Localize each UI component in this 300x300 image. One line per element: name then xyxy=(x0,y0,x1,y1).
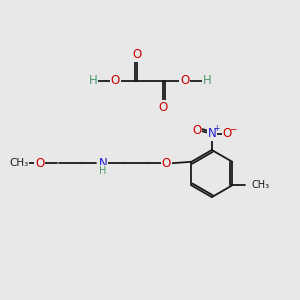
Text: CH₃: CH₃ xyxy=(251,180,269,190)
Text: O: O xyxy=(159,101,168,114)
Text: O: O xyxy=(180,74,189,87)
Text: N: N xyxy=(98,157,107,170)
Text: O: O xyxy=(132,48,141,61)
Text: O: O xyxy=(111,74,120,87)
Text: H: H xyxy=(202,74,211,87)
Text: H: H xyxy=(89,74,98,87)
Text: N: N xyxy=(208,127,216,140)
Text: +: + xyxy=(213,124,219,133)
Text: O: O xyxy=(162,157,171,170)
Text: O: O xyxy=(35,157,44,170)
Text: H: H xyxy=(99,166,106,176)
Text: O: O xyxy=(192,124,201,137)
Text: O: O xyxy=(223,127,232,140)
Text: CH₃: CH₃ xyxy=(9,158,28,168)
Text: −: − xyxy=(229,124,236,134)
